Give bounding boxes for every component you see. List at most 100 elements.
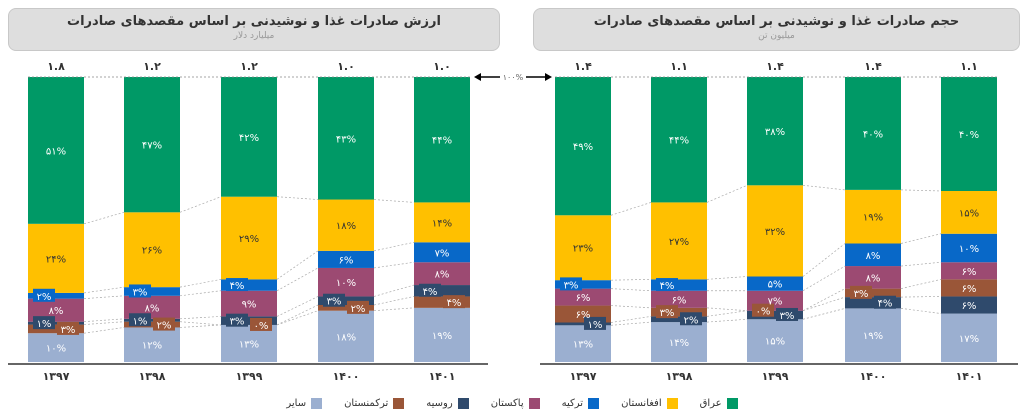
data-label-other: ۱۳% [239, 339, 259, 350]
bar-segment-afghanistan [124, 212, 180, 288]
data-label-pakistan: ۶% [672, 295, 687, 306]
data-label-iraq: ۴۴% [432, 136, 452, 147]
arrow-left-icon [474, 73, 481, 81]
legend-label: ترکمنستان [344, 398, 389, 409]
value-chart-title: ارزش صادرات غذا و نوشیدنی بر اساس مقصدها… [67, 14, 441, 29]
connector-line [802, 243, 846, 277]
data-label-pakistan: ۸% [145, 303, 160, 314]
legend-label: ترکیه [561, 398, 584, 409]
connector-line [83, 295, 125, 300]
data-label-bg [153, 317, 175, 331]
bar-segment-iraq [28, 77, 84, 224]
connector-line [706, 318, 748, 323]
connector-line [83, 321, 125, 325]
bar-total-label: ۱.۴ [864, 60, 882, 73]
data-label-bg [129, 284, 151, 298]
bar-segment-turkey [747, 276, 803, 291]
connector-line [276, 267, 319, 292]
data-label-pakistan: ۹% [242, 300, 257, 311]
connector-line [276, 304, 319, 326]
x-tick-label: ۱۳۹۷ [570, 370, 597, 383]
data-label-bg [776, 307, 798, 321]
data-label-turkmenistan: ۰% [756, 307, 771, 318]
data-label-bg [752, 303, 774, 317]
bar-segment-turkey [318, 250, 374, 268]
legend-label: افغانستان [621, 398, 662, 409]
bar-segment-russia [124, 318, 180, 322]
data-label-bg [33, 316, 55, 330]
connector-line [706, 307, 748, 312]
legend-swatch [528, 398, 540, 409]
bar-segment-pakistan [555, 288, 611, 306]
legend-item-pakistan: پاکستان [491, 398, 540, 409]
data-label-turkmenistan: ۶% [576, 310, 591, 321]
legend-swatch [726, 398, 738, 409]
data-label-turkmenistan: ۶% [962, 284, 977, 295]
legend-item-afghanistan: افغانستان [621, 398, 678, 409]
connector-line [610, 305, 652, 309]
data-label-turkey: ۶% [339, 255, 354, 266]
bar-total-label: ۱.۰ [337, 60, 355, 73]
bar-segment-other [555, 325, 611, 362]
data-label-pakistan: ۱۰% [336, 278, 356, 289]
data-label-russia: ۳% [327, 297, 342, 308]
bar-segment-turkey [124, 287, 180, 296]
bar-segment-turkey [414, 242, 470, 263]
connector-line [610, 202, 652, 216]
bar-segment-turkmenistan [941, 279, 997, 297]
bar-total-label: ۱.۱ [670, 60, 688, 73]
data-label-bg [347, 300, 369, 314]
connector-line [179, 279, 222, 288]
connector-line [900, 233, 942, 244]
x-tick-label: ۱۳۹۸ [666, 370, 693, 383]
bar-segment-afghanistan [318, 199, 374, 251]
connector-line [802, 265, 846, 292]
legend-item-turkmenistan: ترکمنستان [344, 398, 405, 409]
data-label-russia: ۳% [780, 311, 795, 322]
data-label-bg [57, 321, 79, 335]
legend-item-other: سایر [286, 398, 323, 409]
data-label-pakistan: ۷% [768, 297, 783, 308]
bar-segment-russia [28, 321, 84, 325]
data-label-turkey: ۲% [37, 292, 52, 303]
bar-segment-afghanistan [555, 215, 611, 281]
bar-segment-turkmenistan [651, 307, 707, 317]
data-label-afghanistan: ۱۸% [336, 221, 356, 232]
bar-segment-russia [941, 296, 997, 314]
bar-segment-turkey [845, 243, 901, 267]
connector-line [706, 276, 748, 280]
bar-segment-turkey [651, 279, 707, 291]
data-label-iraq: ۴۲% [239, 133, 259, 144]
data-label-pakistan: ۸% [435, 270, 450, 281]
bar-segment-iraq [845, 77, 901, 190]
x-tick-label: ۱۴۰۰ [860, 370, 887, 383]
bar-segment-pakistan [124, 295, 180, 319]
connector-line [706, 184, 748, 203]
volume-chart-subtitle: میلیون تن [758, 31, 795, 41]
bar-segment-russia [221, 316, 277, 325]
legend-swatch [457, 398, 469, 409]
data-label-iraq: ۴۰% [863, 129, 883, 140]
data-label-bg [323, 293, 345, 307]
connector-line [179, 290, 222, 297]
connector-line [900, 279, 942, 289]
bar-segment-other [28, 333, 84, 362]
legend-swatch [311, 398, 323, 409]
bar-segment-afghanistan [845, 189, 901, 244]
x-tick-label: ۱۳۹۷ [43, 370, 70, 383]
legend-item-russia: روسیه [426, 398, 469, 409]
connector-line [276, 196, 319, 200]
data-label-other: ۱۹% [863, 331, 883, 342]
data-label-turkmenistan: ۴% [447, 298, 462, 309]
connector-line [373, 296, 415, 306]
bar-segment-pakistan [221, 290, 277, 317]
bar-segment-turkey [941, 233, 997, 263]
data-label-afghanistan: ۱۹% [863, 213, 883, 224]
bar-segment-iraq [941, 77, 997, 191]
data-label-iraq: ۴۷% [142, 141, 162, 152]
data-label-bg [129, 313, 151, 327]
data-label-bg [850, 285, 872, 299]
connector-line [900, 189, 942, 192]
bar-segment-turkmenistan [318, 305, 374, 311]
data-label-bg [226, 313, 248, 327]
